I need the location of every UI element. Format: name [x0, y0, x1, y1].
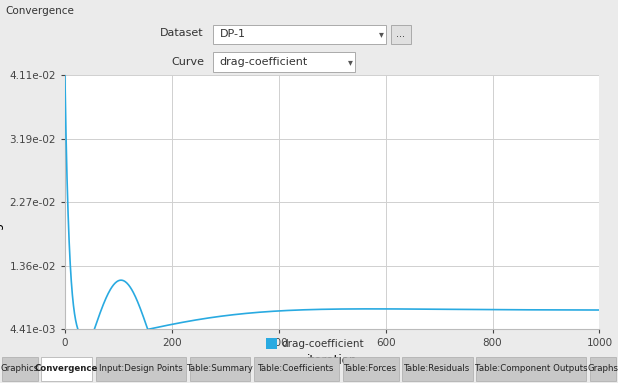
FancyBboxPatch shape	[213, 25, 386, 44]
Text: Convergence: Convergence	[35, 364, 98, 373]
Text: ▾: ▾	[379, 29, 384, 39]
FancyBboxPatch shape	[343, 357, 399, 381]
Text: DP-1: DP-1	[219, 29, 245, 39]
Text: drag-coefficient: drag-coefficient	[281, 339, 364, 349]
Y-axis label: drag-coefficient: drag-coefficient	[0, 155, 4, 249]
FancyBboxPatch shape	[590, 357, 616, 381]
FancyBboxPatch shape	[190, 357, 250, 381]
FancyBboxPatch shape	[476, 357, 586, 381]
Text: Graphics: Graphics	[1, 364, 39, 373]
Text: Table:Forces: Table:Forces	[344, 364, 397, 373]
Text: Table:Component Outputs: Table:Component Outputs	[475, 364, 588, 373]
FancyBboxPatch shape	[2, 357, 38, 381]
Text: Graphs: Graphs	[588, 364, 618, 373]
FancyBboxPatch shape	[402, 357, 473, 381]
Text: ▾: ▾	[348, 57, 353, 67]
Text: drag-coefficient: drag-coefficient	[219, 57, 308, 67]
Text: Input:Design Points: Input:Design Points	[99, 364, 183, 373]
FancyBboxPatch shape	[213, 52, 355, 72]
FancyBboxPatch shape	[254, 357, 339, 381]
Text: Curve: Curve	[171, 57, 204, 67]
FancyBboxPatch shape	[41, 357, 92, 381]
Bar	[266, 339, 277, 349]
Text: Table:Coefficients: Table:Coefficients	[258, 364, 335, 373]
Text: ...: ...	[396, 29, 405, 39]
X-axis label: iteration: iteration	[307, 354, 357, 367]
FancyBboxPatch shape	[391, 25, 411, 44]
Text: Dataset: Dataset	[160, 28, 204, 38]
FancyBboxPatch shape	[96, 357, 186, 381]
Text: Table:Residuals: Table:Residuals	[404, 364, 471, 373]
Text: Table:Summary: Table:Summary	[187, 364, 253, 373]
Text: Convergence: Convergence	[5, 5, 74, 16]
